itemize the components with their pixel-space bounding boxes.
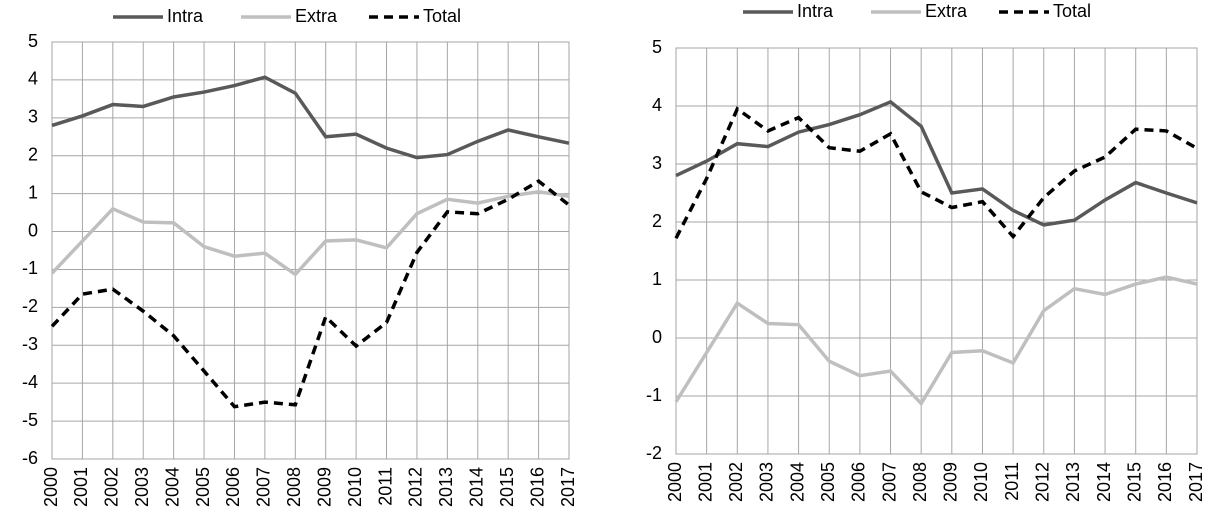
y-tick-label: 2 [28,144,38,164]
y-tick-label: 1 [652,269,662,289]
y-tick-label: -5 [22,410,38,430]
x-tick-label: 2002 [726,462,746,502]
x-tick-label: 2007 [254,467,274,507]
legend-label: Total [423,6,461,26]
legend-label: Extra [295,6,338,26]
x-tick-label: 2001 [71,467,91,507]
x-tick-label: 2017 [1186,462,1206,502]
legend-label: Intra [167,6,204,26]
plot-border [675,47,1198,455]
y-tick-label: 3 [28,107,38,127]
line-series [50,189,570,277]
x-tick-label: 2016 [527,467,547,507]
y-tick-label: 5 [28,31,38,51]
y-tick-label: -3 [22,334,38,354]
x-tick-label: 2002 [102,467,122,507]
legend-label: Total [1053,1,1091,21]
y-tick-label: 2 [652,211,662,231]
x-tick-label: 2005 [818,462,838,502]
x-tick-label: 2009 [314,467,334,507]
y-tick-label: 3 [652,153,662,173]
x-tick-label: 2004 [162,467,182,507]
y-tick-label: 4 [28,69,38,89]
x-tick-label: 2005 [193,467,213,507]
x-tick-label: 2011 [375,467,395,506]
x-tick-label: 2016 [1155,462,1175,502]
x-tick-label: 2013 [1063,462,1083,502]
line-series [675,99,1198,227]
x-tick-label: 2012 [406,467,426,507]
x-tick-label: 2014 [1094,462,1114,502]
x-tick-label: 2008 [284,467,304,507]
x-tick-label: 2000 [41,467,61,507]
y-tick-label: -1 [646,385,662,405]
x-tick-label: 2015 [497,467,517,507]
y-tick-label: 5 [652,37,662,57]
line-series [674,275,1198,407]
x-tick-label: 2000 [665,462,685,502]
x-tick-label: 2003 [757,462,777,502]
x-tick-label: 2008 [910,462,930,502]
y-tick-label: -2 [22,296,38,316]
legend-label: Intra [797,1,834,21]
y-tick-label: 1 [28,182,38,202]
x-tick-label: 2004 [787,462,807,502]
x-tick-label: 2015 [1124,462,1144,502]
legend-label: Extra [925,1,968,21]
line-series [50,179,571,409]
x-tick-label: 2007 [879,462,899,502]
x-tick-label: 2017 [558,467,578,507]
x-tick-label: 2009 [941,462,961,502]
x-tick-label: 2006 [849,462,869,502]
x-tick-label: 2010 [971,462,991,502]
line-series [674,106,1198,240]
x-tick-label: 2013 [436,467,456,507]
y-tick-label: 0 [652,327,662,347]
y-tick-label: -1 [22,258,38,278]
y-tick-label: 0 [28,220,38,240]
line-series [51,75,570,160]
y-tick-label: -2 [646,443,662,463]
plot-border [51,41,570,460]
x-tick-label: 2011 [1002,462,1022,501]
x-tick-label: 2010 [345,467,365,507]
x-tick-label: 2001 [695,462,715,502]
x-tick-label: 2003 [132,467,152,507]
x-tick-label: 2014 [467,467,487,507]
y-tick-label: 4 [652,95,662,115]
x-tick-label: 2012 [1033,462,1053,502]
y-tick-label: -6 [22,448,38,468]
x-tick-label: 2006 [223,467,243,507]
y-tick-label: -4 [22,372,38,392]
